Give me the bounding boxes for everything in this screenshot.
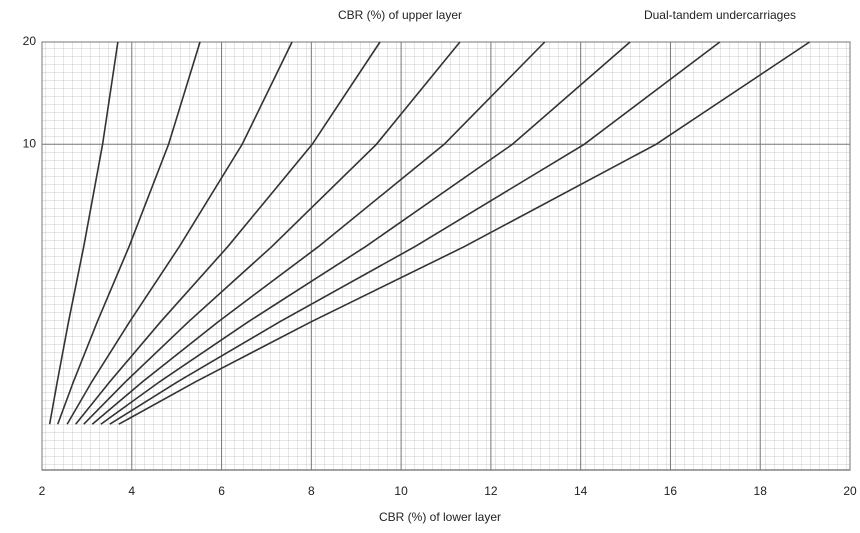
- curve: [118, 41, 811, 425]
- x-tick-label: 8: [308, 484, 315, 498]
- x-tick-label: 16: [664, 484, 678, 498]
- x-tick-label: 6: [218, 484, 225, 498]
- y-tick-label: 10: [23, 136, 37, 150]
- curve: [100, 41, 631, 425]
- curve: [75, 41, 381, 425]
- curve: [109, 41, 721, 425]
- x-tick-label: 10: [394, 484, 408, 498]
- x-tick-label: 12: [484, 484, 498, 498]
- chart-title: CBR (%) of upper layer: [338, 8, 462, 22]
- curve: [48, 41, 119, 425]
- curve: [91, 41, 546, 425]
- x-tick-label: 2: [39, 484, 46, 498]
- y-tick-label: 20: [23, 34, 37, 48]
- curve: [56, 41, 201, 425]
- x-tick-label: 14: [574, 484, 588, 498]
- chart-subtitle: Dual-tandem undercarriages: [644, 8, 796, 22]
- curve: [83, 41, 461, 425]
- curve: [66, 41, 293, 425]
- x-tick-label: 20: [843, 484, 857, 498]
- x-tick-label: 4: [128, 484, 135, 498]
- x-tick-label: 18: [754, 484, 768, 498]
- x-axis-title: CBR (%) of lower layer: [379, 510, 501, 524]
